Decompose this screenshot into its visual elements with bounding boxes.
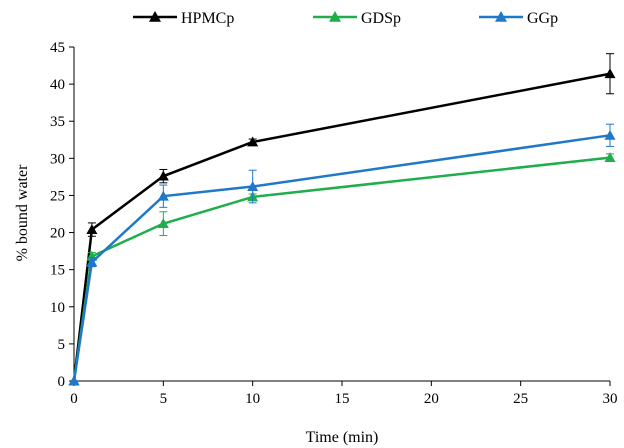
- x-tick-label: 15: [335, 391, 350, 407]
- x-tick-label: 30: [603, 391, 618, 407]
- data-point: [157, 190, 169, 201]
- axes: 0 5 10 15 20 25 30 35 40 45 0 5 10 15 20 25 30: [50, 40, 618, 407]
- legend-marker: [329, 11, 341, 22]
- series-ggp: [68, 123, 616, 386]
- x-tick-label: 10: [245, 391, 260, 407]
- y-tick-label: 5: [58, 337, 66, 353]
- data-point: [247, 181, 259, 191]
- x-tick-label: 0: [70, 391, 78, 407]
- data-point: [157, 170, 169, 181]
- y-tick-label: 10: [50, 300, 65, 316]
- legend-marker: [149, 11, 161, 22]
- data-point: [604, 152, 616, 162]
- y-tick-label: 20: [50, 226, 65, 242]
- y-tick-label: 25: [50, 188, 65, 204]
- plot-area: [68, 53, 616, 386]
- legend-label: GGp: [527, 10, 558, 27]
- legend-label: HPMCp: [181, 10, 234, 27]
- y-tick-label: 45: [50, 40, 65, 56]
- y-axis-title: % bound water: [14, 164, 31, 262]
- legend-marker: [495, 11, 507, 22]
- x-tick-label: 5: [160, 391, 168, 407]
- series-hpmcp: [68, 53, 616, 386]
- y-tick-label: 15: [50, 263, 65, 279]
- series-line: [72, 134, 611, 382]
- data-point: [68, 375, 80, 386]
- data-point: [247, 136, 259, 147]
- legend-label: GDSp: [361, 10, 401, 27]
- y-tick-label: 30: [50, 151, 65, 167]
- y-tick-label: 40: [50, 77, 65, 93]
- data-point: [604, 68, 616, 79]
- series-line: [72, 156, 611, 382]
- legend-item-ggp: GGp: [479, 10, 558, 27]
- data-point: [86, 224, 98, 234]
- x-tick-label: 20: [424, 391, 439, 407]
- y-tick-label: 35: [50, 114, 65, 130]
- x-tick-label: 25: [513, 391, 528, 407]
- y-tick-label: 0: [58, 374, 66, 390]
- data-point: [604, 129, 616, 140]
- data-point: [86, 256, 98, 267]
- legend: HPMCp GDSp GGp: [133, 10, 558, 27]
- x-axis-title: Time (min): [306, 429, 379, 446]
- legend-item-hpmcp: HPMCp: [133, 10, 234, 27]
- legend-item-gdsp: GDSp: [313, 10, 401, 27]
- data-point: [157, 218, 169, 229]
